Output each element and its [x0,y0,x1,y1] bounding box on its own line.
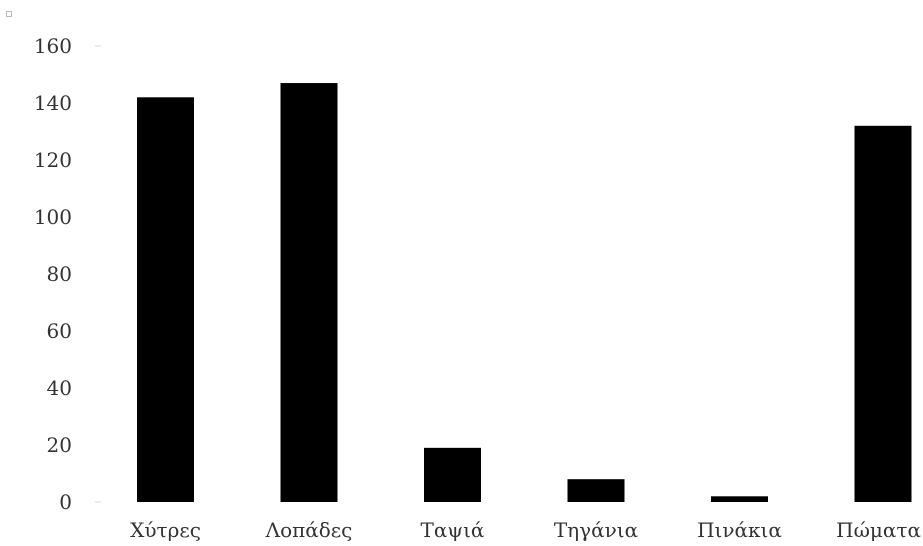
bars [137,83,912,503]
x-tick-label: Λοπάδες [265,518,353,542]
y-tick-label: 80 [47,262,72,286]
x-tick-label: Ταψιά [421,518,485,542]
bar [854,125,912,503]
x-tick-label: Τηγάνια [554,518,638,542]
y-tick-label: 100 [34,205,72,229]
x-tick-label: Χύτρες [130,518,201,542]
bar [711,496,768,502]
bar [137,97,194,503]
y-tick-label: 160 [34,34,72,58]
x-tick-label: Πώματα [836,518,921,542]
bar [567,479,625,502]
y-axis: 0 20 40 60 80 100 120 140 160 [34,34,101,514]
bar [280,83,338,503]
x-tick-label: Πινάκια [697,518,782,542]
y-tick-label: 0 [59,490,72,514]
y-tick-label: 140 [34,91,72,115]
corner-marker [6,11,12,17]
y-tick-label: 20 [47,433,72,457]
y-tick-label: 40 [47,376,72,400]
bar [424,447,481,502]
y-tick-label: 120 [34,148,72,172]
x-axis: Χύτρες Λοπάδες Ταψιά Τηγάνια Πινάκια Πώματα [130,518,921,542]
y-tick-label: 60 [47,319,72,343]
